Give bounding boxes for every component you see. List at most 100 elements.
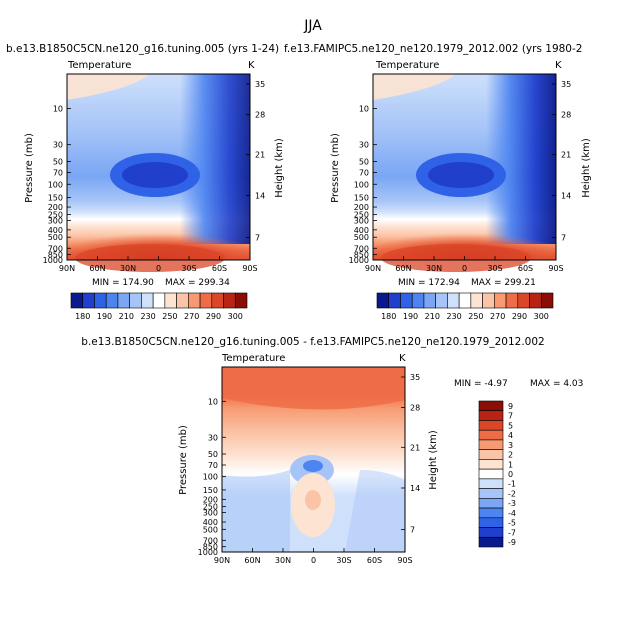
y-tick-label: 30 bbox=[359, 141, 369, 150]
y-tick-label: 1000 bbox=[349, 256, 369, 265]
y-tick-label: 10 bbox=[53, 105, 63, 114]
panel-1-min-label: MIN = 174.90 bbox=[92, 278, 154, 288]
x-tick-label: 30S bbox=[336, 556, 351, 565]
y-tick-label: 10 bbox=[359, 105, 369, 114]
colorbar-swatch bbox=[517, 292, 530, 309]
y-right-tick-label: 14 bbox=[410, 484, 420, 493]
colorbar-swatch bbox=[478, 400, 504, 412]
colorbar-swatch bbox=[540, 292, 554, 309]
y-right-tick-label: 28 bbox=[255, 111, 265, 120]
y-tick-label: 400 bbox=[354, 226, 369, 235]
y-right-tick-label: 7 bbox=[561, 233, 566, 242]
panel-3-units-label: K bbox=[399, 353, 406, 364]
colorbar-label: 290 bbox=[206, 312, 221, 321]
colorbar-swatch bbox=[478, 488, 504, 499]
colorbar-label: 230 bbox=[140, 312, 155, 321]
panel-2-variable-label: Temperature bbox=[375, 60, 439, 71]
y-tick-label: 850 bbox=[48, 251, 63, 260]
y-right-tick-label: 35 bbox=[561, 80, 571, 89]
colorbar-swatch bbox=[505, 292, 519, 309]
colorbar-swatch bbox=[411, 292, 425, 309]
x-tick-label: 90N bbox=[59, 264, 75, 273]
y-right-tick-label: 7 bbox=[255, 233, 260, 242]
colorbar-label: 270 bbox=[490, 312, 505, 321]
colorbar-swatch bbox=[478, 527, 504, 538]
panel-model-temperature: b.e13.B1850C5CN.ne120_g16.tuning.005 (yr… bbox=[6, 43, 285, 321]
colorbar-swatch bbox=[478, 498, 504, 509]
y-tick-label: 200 bbox=[203, 495, 218, 504]
panel-2-max-label: MAX = 299.21 bbox=[471, 278, 536, 288]
colorbar-label: -3 bbox=[508, 499, 516, 508]
x-tick-label: 30N bbox=[120, 264, 136, 273]
y-right-tick-label: 35 bbox=[410, 373, 420, 382]
panel-2-tick-marks: 90N 60N 30N 0 30S 60S 90S103050701001502002503… bbox=[349, 80, 572, 273]
y-tick-label: 300 bbox=[48, 216, 63, 225]
y-tick-label: 200 bbox=[48, 203, 63, 212]
y-tick-label: 70 bbox=[359, 169, 369, 178]
panel-2-title: f.e13.FAMIPC5.ne120_ne120.1979_2012.002 … bbox=[284, 43, 582, 55]
x-tick-label: 30N bbox=[275, 556, 291, 565]
y-tick-label: 700 bbox=[354, 244, 369, 253]
colorbar-label: 180 bbox=[75, 312, 90, 321]
colorbar-swatch bbox=[478, 429, 504, 441]
colorbar-label: 0 bbox=[508, 470, 513, 479]
panel-1-tick-marks: 90N 60N 30N 0 30S 60S 90S103050701001502002503… bbox=[43, 80, 266, 273]
colorbar-label: 2 bbox=[508, 451, 513, 460]
colorbar-label: -4 bbox=[508, 509, 516, 518]
panel-1-ylabel: Pressure (mb) bbox=[24, 133, 35, 203]
colorbar-swatch bbox=[458, 292, 472, 309]
panel-1-units-label: K bbox=[248, 60, 255, 71]
x-tick-label: 0 bbox=[311, 556, 316, 565]
y-tick-label: 500 bbox=[48, 233, 63, 242]
y-tick-label: 200 bbox=[354, 203, 369, 212]
y-tick-label: 150 bbox=[48, 194, 63, 203]
colorbar-label: 290 bbox=[512, 312, 527, 321]
colorbar-swatch bbox=[188, 292, 201, 309]
colorbar-swatch bbox=[482, 292, 495, 309]
x-tick-label: 90S bbox=[397, 556, 412, 565]
colorbar-swatch bbox=[478, 410, 504, 421]
colorbar-swatch bbox=[152, 292, 166, 309]
y-tick-label: 50 bbox=[208, 450, 218, 459]
colorbar-swatch bbox=[376, 292, 390, 309]
figure-title: JJA bbox=[303, 18, 322, 34]
colorbar-label: 4 bbox=[508, 431, 513, 440]
colorbar-label: -7 bbox=[508, 528, 516, 537]
panel-2-plot-area bbox=[372, 73, 557, 272]
y-tick-label: 700 bbox=[203, 536, 218, 545]
y-tick-label: 150 bbox=[203, 486, 218, 495]
panel-1-variable-label: Temperature bbox=[67, 60, 131, 71]
x-tick-label: 90N bbox=[365, 264, 381, 273]
colorbar-swatch bbox=[529, 292, 542, 309]
colorbar-label: 210 bbox=[119, 312, 134, 321]
colorbar-swatch bbox=[435, 292, 448, 309]
colorbar-swatch bbox=[478, 478, 504, 489]
colorbar-swatch bbox=[141, 292, 154, 309]
y-right-tick-label: 14 bbox=[561, 192, 571, 201]
panel-2-min-label: MIN = 172.94 bbox=[398, 278, 460, 288]
colorbar-swatch bbox=[478, 420, 504, 431]
y-tick-label: 250 bbox=[48, 210, 63, 219]
y-tick-label: 50 bbox=[53, 157, 63, 166]
y-tick-label: 500 bbox=[354, 233, 369, 242]
colorbar-swatch bbox=[211, 292, 224, 309]
colorbar-swatch bbox=[176, 292, 189, 309]
y-right-tick-label: 21 bbox=[255, 151, 265, 160]
y-tick-label: 300 bbox=[354, 216, 369, 225]
panel-1-colorbar: 180 190 210 230 250 270 290 300 bbox=[70, 292, 248, 321]
colorbar-label: 270 bbox=[184, 312, 199, 321]
y-tick-label: 30 bbox=[208, 433, 218, 442]
panel-1-plot-area bbox=[66, 73, 251, 272]
y-right-tick-label: 7 bbox=[410, 526, 415, 535]
y-tick-label: 100 bbox=[48, 180, 63, 189]
x-tick-label: 30N bbox=[426, 264, 442, 273]
y-tick-label: 850 bbox=[354, 251, 369, 260]
y-tick-label: 1000 bbox=[43, 256, 63, 265]
colorbar-swatch bbox=[117, 292, 130, 309]
y-right-tick-label: 21 bbox=[561, 151, 571, 160]
colorbar-swatch bbox=[478, 507, 504, 519]
panel-obs-temperature: f.e13.FAMIPC5.ne120_ne120.1979_2012.002 … bbox=[284, 43, 592, 321]
y-tick-label: 10 bbox=[208, 397, 218, 406]
x-tick-label: 30S bbox=[487, 264, 502, 273]
